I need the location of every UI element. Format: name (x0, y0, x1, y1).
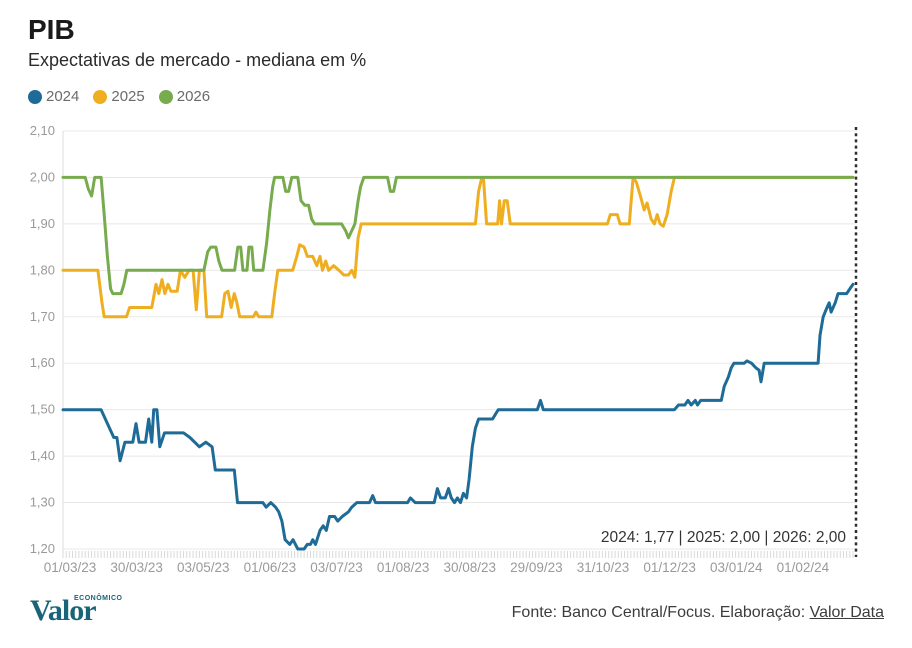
series-line-2026 (61, 175, 855, 296)
source-link[interactable]: Valor Data (809, 604, 884, 621)
y-axis-label: 1,80 (30, 262, 55, 277)
series-line-2024 (61, 282, 855, 551)
x-axis-label: 01/02/24 (777, 560, 830, 575)
y-axis-label: 2,00 (30, 169, 55, 184)
legend-dot-2024 (28, 89, 42, 104)
valor-logo-sup: ECONÔMICO (74, 595, 123, 602)
page-title: PIB (28, 14, 75, 45)
x-axis-label: 01/12/23 (643, 560, 696, 575)
footer: ECONÔMICO Valor Fonte: Banco Central/Foc… (0, 592, 912, 648)
x-axis-label: 01/08/23 (377, 560, 430, 575)
legend: 2024 2025 2026 (28, 88, 210, 105)
legend-item-2024: 2024 (28, 88, 79, 105)
legend-item-2025: 2025 (93, 88, 145, 105)
series-line-2025 (61, 175, 855, 319)
x-axis-label: 01/06/23 (244, 560, 297, 575)
x-axis-label: 03/07/23 (310, 560, 363, 575)
x-axis-label: 01/03/23 (44, 560, 97, 575)
y-axis-label: 1,40 (30, 448, 55, 463)
source-prefix: Fonte: Banco Central/Focus. Elaboração: (511, 604, 810, 621)
y-axis-label: 1,30 (30, 495, 55, 510)
y-axis-label: 1,70 (30, 309, 55, 324)
legend-label: 2025 (111, 88, 145, 105)
valor-logo: ECONÔMICO Valor (30, 594, 122, 627)
chart-header: PIB Expectativas de mercado - mediana em… (28, 14, 366, 71)
y-axis-label: 1,60 (30, 355, 55, 370)
legend-label: 2026 (176, 88, 211, 105)
x-axis-label: 03/05/23 (177, 560, 230, 575)
y-axis-label: 1,20 (30, 541, 55, 556)
legend-dot-2025 (93, 89, 108, 104)
x-axis-label: 03/01/24 (710, 560, 763, 575)
chart-area: 2,10 2,00 1,90 1,80 1,70 1,60 1,50 1,40 1,30 1,20… (0, 115, 912, 585)
source-text: Fonte: Banco Central/Focus. Elaboração: … (512, 604, 884, 622)
x-axis-label: 30/03/23 (110, 560, 163, 575)
x-axis-label: 29/09/23 (510, 560, 563, 575)
legend-item-2026: 2026 (158, 88, 211, 105)
legend-dot-2026 (158, 89, 173, 104)
y-axis-label: 2,10 (30, 123, 55, 138)
y-axis-label: 1,90 (30, 216, 55, 231)
valor-logo-text: Valor (30, 594, 97, 627)
x-axis-label: 31/10/23 (577, 560, 630, 575)
pib-line-chart: 2,10 2,00 1,90 1,80 1,70 1,60 1,50 1,40 1,30 1,20… (30, 123, 858, 575)
latest-values-annotation: 2024: 1,77 | 2025: 2,00 | 2026: 2,00 (601, 529, 846, 546)
y-axis-label: 1,50 (30, 402, 55, 417)
page-subtitle: Expectativas de mercado - mediana em % (28, 50, 367, 71)
x-axis-label: 30/08/23 (443, 560, 496, 575)
legend-label: 2024 (46, 88, 80, 105)
